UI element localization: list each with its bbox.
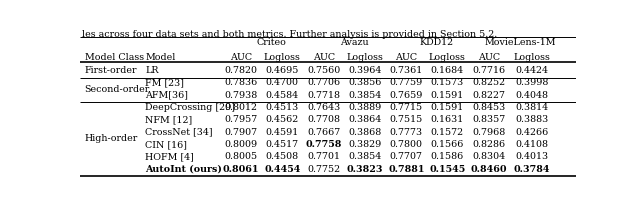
Text: 0.4591: 0.4591 [266,128,299,137]
Text: CIN [16]: CIN [16] [145,140,187,149]
Text: 0.7659: 0.7659 [390,91,423,100]
Text: 0.1545: 0.1545 [429,165,465,174]
Text: 0.7560: 0.7560 [307,66,340,75]
Text: 0.4454: 0.4454 [264,165,300,174]
Text: 0.4266: 0.4266 [515,128,548,137]
Text: AFM[36]: AFM[36] [145,91,188,100]
Text: 0.3854: 0.3854 [349,91,382,100]
Text: 0.7752: 0.7752 [308,165,340,174]
Text: 0.7800: 0.7800 [390,140,423,149]
Text: 0.7938: 0.7938 [225,91,258,100]
Text: 0.7968: 0.7968 [472,128,506,137]
Text: 0.7773: 0.7773 [390,128,423,137]
Text: 0.4562: 0.4562 [266,115,299,124]
Text: High-order: High-order [84,134,138,143]
Text: 0.7701: 0.7701 [308,152,340,161]
Text: 0.8005: 0.8005 [225,152,258,161]
Text: 0.8357: 0.8357 [472,115,506,124]
Text: les across four data sets and both metrics. Further analysis is provided in Sect: les across four data sets and both metri… [83,30,497,39]
Text: 0.3864: 0.3864 [349,115,382,124]
Text: 0.7836: 0.7836 [225,78,258,87]
Text: 0.4108: 0.4108 [515,140,548,149]
Text: 0.3964: 0.3964 [349,66,382,75]
Text: 0.7907: 0.7907 [225,128,258,137]
Text: 0.4013: 0.4013 [515,152,548,161]
Text: 0.3868: 0.3868 [349,128,382,137]
Text: AutoInt (ours): AutoInt (ours) [145,165,222,174]
Text: 0.1631: 0.1631 [431,115,464,124]
Text: 0.4424: 0.4424 [515,66,548,75]
Text: 0.4695: 0.4695 [266,66,299,75]
Text: 0.3854: 0.3854 [349,152,382,161]
Text: First-order: First-order [84,66,137,75]
Text: 0.4048: 0.4048 [515,91,548,100]
Text: 0.7759: 0.7759 [390,78,423,87]
Text: 0.8460: 0.8460 [471,165,508,174]
Text: LR: LR [145,66,159,75]
Text: 0.4584: 0.4584 [266,91,299,100]
Text: 0.3998: 0.3998 [515,78,548,87]
Text: 0.7708: 0.7708 [308,115,340,124]
Text: 0.7718: 0.7718 [308,91,340,100]
Text: 0.7758: 0.7758 [306,140,342,149]
Text: HOFM [4]: HOFM [4] [145,152,194,161]
Text: 0.4508: 0.4508 [266,152,299,161]
Text: 0.8012: 0.8012 [225,103,258,112]
Text: 0.7667: 0.7667 [307,128,340,137]
Text: Logloss: Logloss [264,53,301,62]
Text: 0.8304: 0.8304 [472,152,506,161]
Text: 0.3883: 0.3883 [515,115,548,124]
Text: 0.3814: 0.3814 [515,103,548,112]
Text: 0.3784: 0.3784 [513,165,550,174]
Text: 0.8453: 0.8453 [472,103,506,112]
Text: 0.1591: 0.1591 [431,91,464,100]
Text: Logloss: Logloss [513,53,550,62]
Text: 0.7361: 0.7361 [390,66,423,75]
Text: 0.1573: 0.1573 [431,78,464,87]
Text: 0.1684: 0.1684 [431,66,464,75]
Text: 0.7716: 0.7716 [472,66,506,75]
Text: 0.8061: 0.8061 [223,165,259,174]
Text: 0.4517: 0.4517 [266,140,299,149]
Text: AUC: AUC [396,53,417,62]
Text: AUC: AUC [313,53,335,62]
Text: Model Class: Model Class [84,53,144,62]
Text: 0.8227: 0.8227 [473,91,506,100]
Text: 0.3823: 0.3823 [347,165,383,174]
Text: AUC: AUC [478,53,500,62]
Text: 0.3889: 0.3889 [349,103,382,112]
Text: 0.1591: 0.1591 [431,103,464,112]
Text: 0.7706: 0.7706 [308,78,340,87]
Text: 0.7881: 0.7881 [388,165,424,174]
Text: MovieLens-1M: MovieLens-1M [485,38,556,47]
Text: 0.3829: 0.3829 [349,140,382,149]
Text: NFM [12]: NFM [12] [145,115,193,124]
Text: Logloss: Logloss [347,53,383,62]
Text: FM [23]: FM [23] [145,78,184,87]
Text: 0.1586: 0.1586 [431,152,464,161]
Text: 0.7515: 0.7515 [390,115,423,124]
Text: 0.8009: 0.8009 [225,140,258,149]
Text: Avazu: Avazu [340,38,369,47]
Text: 0.7707: 0.7707 [390,152,423,161]
Text: Criteo: Criteo [257,38,287,47]
Text: 0.4513: 0.4513 [266,103,299,112]
Text: 0.1572: 0.1572 [431,128,464,137]
Text: 0.1566: 0.1566 [431,140,464,149]
Text: 0.7957: 0.7957 [225,115,258,124]
Text: 0.7643: 0.7643 [307,103,340,112]
Text: 0.7715: 0.7715 [390,103,423,112]
Text: DeepCrossing [29]: DeepCrossing [29] [145,103,235,112]
Text: AUC: AUC [230,53,252,62]
Text: Second-order: Second-order [84,84,150,94]
Text: 0.8286: 0.8286 [472,140,506,149]
Text: Model: Model [145,53,175,62]
Text: 0.4700: 0.4700 [266,78,299,87]
Text: KDD12: KDD12 [420,38,454,47]
Text: CrossNet [34]: CrossNet [34] [145,128,212,137]
Text: 0.7820: 0.7820 [225,66,258,75]
Text: 0.3856: 0.3856 [349,78,382,87]
Text: Logloss: Logloss [429,53,466,62]
Text: 0.8252: 0.8252 [472,78,506,87]
